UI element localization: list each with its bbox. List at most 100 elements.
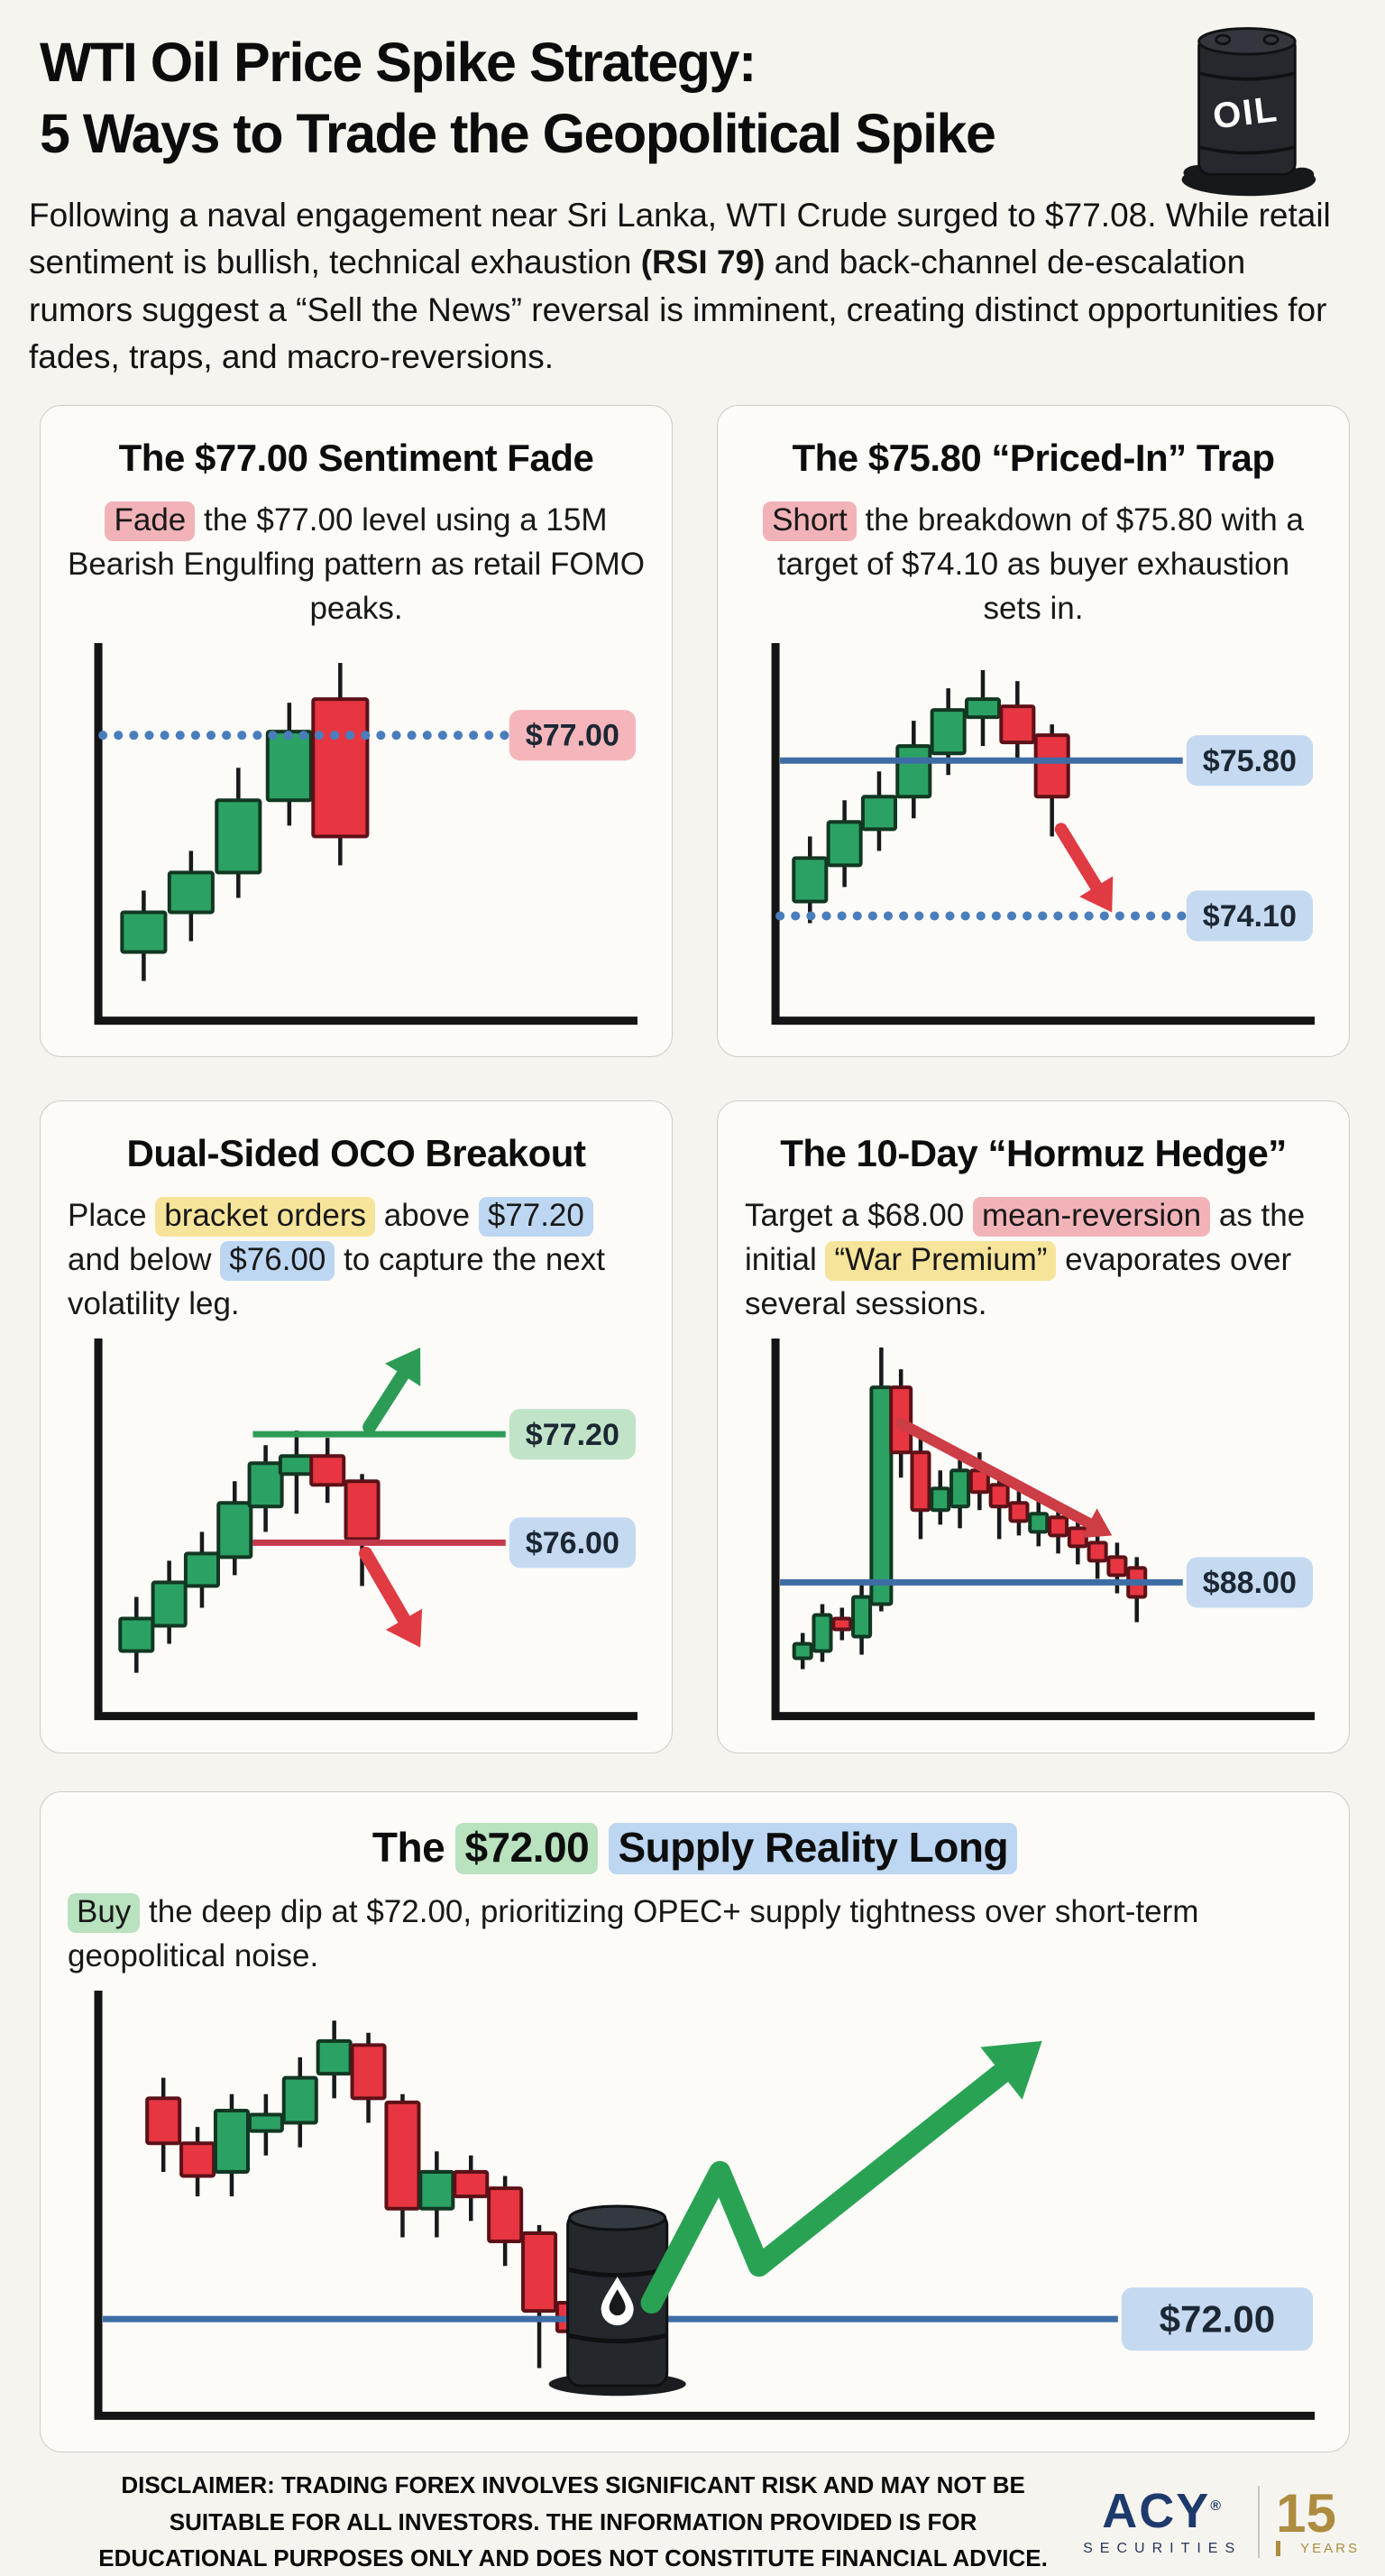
price-label-text: $74.10 (1203, 899, 1297, 934)
trend-arrow-head (385, 1348, 421, 1387)
candles (792, 1348, 1148, 1670)
price-label-badge (1186, 890, 1313, 942)
text-segment: Place (68, 1198, 156, 1234)
oco-breakout-chart-svg: $77.20 $76.00 (94, 1339, 637, 1721)
chart-axes (94, 1339, 637, 1721)
trend-arrow (640, 2062, 1013, 2314)
acy-logo-text: ACY® (1102, 2487, 1223, 2535)
trend-arrow (895, 1418, 1095, 1530)
fifteen-years-badge: 15 YEARS (1276, 2482, 1360, 2556)
candles (118, 1431, 381, 1673)
acy-name: ACY (1102, 2483, 1211, 2538)
highlighted-text: mean-reversion (972, 1197, 1211, 1237)
card-desc-hormuz-hedge: Target a $68.00 mean-reversion as the in… (745, 1193, 1322, 1326)
price-label-text: $88.00 (1203, 1566, 1297, 1600)
highlighted-text: Supply Reality Long (609, 1823, 1018, 1875)
price-label-badge (1121, 2287, 1313, 2351)
chart-axes (94, 1991, 1315, 2420)
chart-sentiment-fade: $77.00 (62, 636, 650, 1044)
text-segment: The (371, 1824, 456, 1872)
price-label-text: $75.80 (1203, 744, 1297, 778)
text-segment: evaporates over several sessions. (745, 1242, 1292, 1322)
chart-hormuz-hedge: $88.00 (739, 1331, 1327, 1740)
page-title: WTI Oil Price Spike Strategy: 5 Ways to … (40, 27, 1345, 170)
acy-securities-logo: ACY® SECURITIES 15 YEARS (1083, 2482, 1360, 2558)
card-desc-sentiment-fade: Fade the $77.00 level using a 15M Bearis… (68, 498, 645, 630)
highlighted-text: $76.00 (220, 1241, 335, 1282)
card-desc-oco-breakout: Place bracket orders above $77.20 and be… (68, 1193, 645, 1326)
price-label-badge (1186, 734, 1313, 786)
text-segment: The $75.80 “Priced-In” Trap (792, 436, 1275, 479)
acy-securities-label: SECURITIES (1083, 2540, 1243, 2556)
text-segment (598, 1824, 609, 1871)
card-priced-in-trap: The $75.80 “Priced-In” Trap Short the br… (717, 404, 1350, 1058)
card-desc-supply-reality-long: Buy the deep dip at $72.00, prioritizing… (68, 1890, 1322, 1978)
text-segment: the $77.00 level using a 15M Bearish Eng… (68, 501, 646, 626)
price-label-badge (509, 709, 636, 760)
trend-arrow-head (1081, 1508, 1113, 1539)
hormuz-hedge-chart-svg: $88.00 (771, 1339, 1315, 1721)
highlighted-text: Short (763, 501, 857, 541)
price-label-text: $77.20 (526, 1418, 619, 1452)
text-segment: The 10-Day “Hormuz Hedge” (780, 1132, 1287, 1175)
card-supply-reality-long: The $72.00 Supply Reality Long Buy the d… (40, 1791, 1350, 2453)
text-segment: the breakdown of $75.80 with a target of… (776, 501, 1304, 626)
text-segment: the deep dip at $72.00, prioritizing OPE… (68, 1894, 1199, 1974)
chart-priced-in-trap: $75.80 $74.10 (739, 636, 1327, 1044)
card-desc-priced-in-trap: Short the breakdown of $75.80 with a tar… (745, 498, 1322, 630)
card-title-sentiment-fade: The $77.00 Sentiment Fade (62, 437, 650, 480)
card-oco-breakout: Dual-Sided OCO Breakout Place bracket or… (40, 1100, 673, 1754)
text-segment: Dual-Sided OCO Breakout (126, 1132, 586, 1175)
registered-mark-icon: ® (1210, 2498, 1224, 2514)
text-segment: Following a naval engagement near Sri La… (29, 196, 1331, 281)
page-header: WTI Oil Price Spike Strategy: 5 Ways to … (0, 0, 1385, 197)
page-footer: DISCLAIMER: TRADING FOREX INVOLVES SIGNI… (0, 2452, 1385, 2576)
highlighted-text: Fade (105, 501, 196, 541)
candles (145, 2020, 592, 2377)
sentiment-fade-chart-svg: $77.00 (94, 642, 637, 1025)
highlighted-text: $77.20 (478, 1197, 593, 1237)
card-title-priced-in-trap: The $75.80 “Priced-In” Trap (739, 437, 1327, 480)
strategy-card-grid: The $77.00 Sentiment Fade Fade the $77.0… (40, 404, 1350, 1754)
card-hormuz-hedge: The 10-Day “Hormuz Hedge” Target a $68.0… (717, 1100, 1350, 1754)
supply-reality-long-chart-svg: $72.00 (94, 1991, 1315, 2420)
highlighted-text: Buy (68, 1893, 141, 1934)
trend-arrow (359, 1547, 411, 1627)
chart-axes (771, 1339, 1315, 1721)
price-label-text: $77.00 (526, 718, 619, 752)
text-segment: above (375, 1198, 479, 1234)
card-title-supply-reality-long: The $72.00 Supply Reality Long (62, 1823, 1327, 1875)
highlighted-text: $72.00 (455, 1823, 599, 1875)
text-segment: and back-channel de-escalation rumors su… (29, 244, 1327, 376)
candles (792, 669, 1070, 924)
years-number: 15 (1276, 2482, 1336, 2544)
price-label-text: $72.00 (1160, 2298, 1276, 2341)
years-label: YEARS (1276, 2540, 1360, 2556)
brand-divider (1258, 2485, 1261, 2558)
trend-arrow-head (980, 2040, 1042, 2100)
text-segment: to capture the next volatility leg. (68, 1242, 605, 1322)
oil-barrel-icon: OIL (1181, 27, 1316, 197)
oil-barrel-marker-icon (548, 2204, 686, 2397)
text-segment: and below (68, 1242, 221, 1278)
chart-oco-breakout: $77.20 $76.00 (62, 1331, 650, 1740)
text-segment: Target a $68.00 (745, 1198, 973, 1234)
text-segment: The $77.00 Sentiment Fade (118, 436, 594, 479)
page-title-line1: WTI Oil Price Spike Strategy: (40, 32, 757, 93)
page-title-line2: 5 Ways to Trade the Geopolitical Spike (40, 103, 996, 165)
price-label-badge (1186, 1557, 1313, 1608)
oil-barrel-label: OIL (1211, 89, 1280, 136)
trend-arrow (362, 1368, 410, 1435)
priced-in-trap-chart-svg: $75.80 $74.10 (771, 642, 1315, 1025)
trend-arrow-head (385, 1609, 423, 1648)
card-sentiment-fade: The $77.00 Sentiment Fade Fade the $77.0… (40, 404, 673, 1058)
intro-paragraph: Following a naval engagement near Sri La… (29, 192, 1345, 382)
trend-arrow (1054, 823, 1103, 893)
text-segment: as the initial (745, 1198, 1306, 1278)
acy-wordmark: ACY® SECURITIES (1083, 2487, 1242, 2557)
chart-axes (771, 642, 1315, 1025)
trend-arrow-head (1079, 876, 1114, 913)
card-title-oco-breakout: Dual-Sided OCO Breakout (62, 1132, 650, 1175)
price-label-badge (509, 1409, 636, 1460)
highlighted-text: bracket orders (155, 1197, 375, 1237)
